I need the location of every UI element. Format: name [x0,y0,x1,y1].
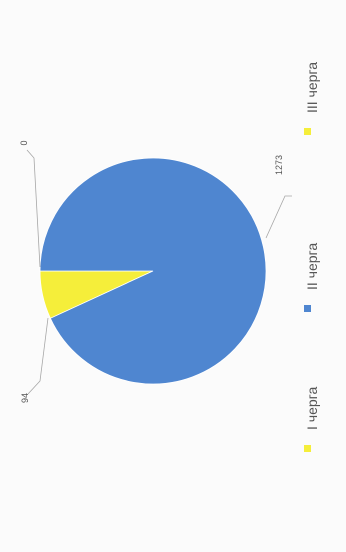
data-label-3: 0 [19,140,29,145]
pie-group [39,157,267,385]
leader-line-2 [265,195,292,239]
data-label-1: 94 [20,393,30,403]
legend: I черга II черга III черга [304,62,320,452]
leader-line-1 [27,317,49,395]
data-label-2: 1273 [274,155,284,175]
legend-swatch-2 [304,305,311,312]
legend-label-1: I черга [304,387,320,430]
leader-line-3 [26,149,41,268]
legend-label-3: III черга [304,62,320,113]
legend-label-2: II черга [304,243,320,290]
legend-swatch-3 [304,128,311,135]
leader-lines [26,149,292,395]
data-labels: 94 1273 0 [19,140,284,403]
pie-slice-2 [39,157,267,385]
legend-swatch-1 [304,445,311,452]
